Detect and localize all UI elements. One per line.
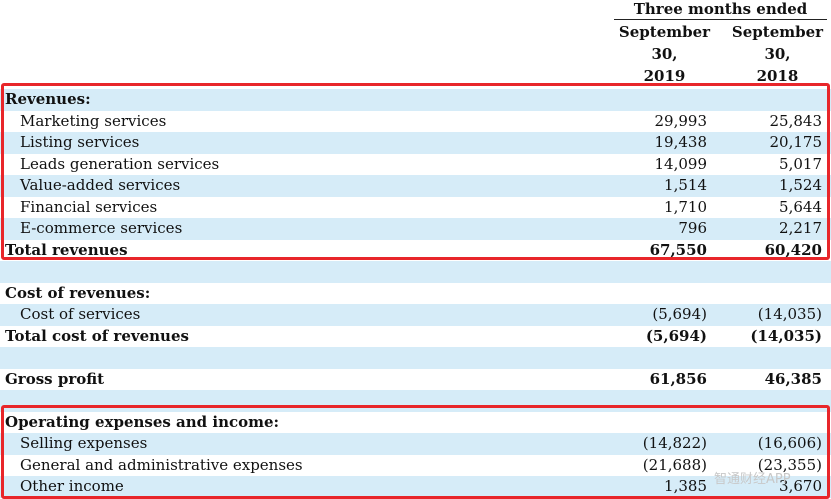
value-2019: 61,856 xyxy=(649,369,707,388)
value-2019: 1,514 xyxy=(664,176,707,194)
value-2018: 1,524 xyxy=(779,176,822,194)
table-row: Selling expenses (14,822) (16,606) xyxy=(0,433,831,455)
column-header-line: September xyxy=(731,23,824,41)
row-label: Cost of services xyxy=(20,305,141,323)
table-row xyxy=(0,261,831,283)
value-2019: 14,099 xyxy=(654,154,708,173)
table-row: E-commerce services 796 2,217 xyxy=(0,218,831,240)
value-2019: (5,694) xyxy=(645,326,707,345)
column-header-2018: September 30, 2018 xyxy=(731,21,824,83)
table-row: Total revenues 67,550 60,420 xyxy=(0,240,831,262)
table-row: Revenues: xyxy=(0,89,831,111)
row-label: Leads generation services xyxy=(20,154,220,173)
period-header: Three months ended xyxy=(614,0,827,20)
value-2018: (16,606) xyxy=(757,434,822,452)
value-2019: 29,993 xyxy=(654,111,708,130)
row-label: General and administrative expenses xyxy=(20,455,303,474)
table-row: Cost of revenues: xyxy=(0,283,831,305)
value-2018: (23,355) xyxy=(757,455,822,474)
row-label: Total cost of revenues xyxy=(5,326,189,345)
table-row: Listing services 19,438 20,175 xyxy=(0,132,831,154)
row-label: Listing services xyxy=(20,133,140,151)
value-2018: (14,035) xyxy=(750,326,822,345)
value-2018: 3,670 xyxy=(779,477,822,495)
value-2018: 5,017 xyxy=(779,154,822,173)
table-row: Leads generation services 14,099 5,017 xyxy=(0,154,831,176)
row-label: Marketing services xyxy=(20,111,167,130)
row-label: Total revenues xyxy=(5,240,128,259)
table-row: Value-added services 1,514 1,524 xyxy=(0,175,831,197)
value-2019: (5,694) xyxy=(652,305,707,323)
row-label: Cost of revenues: xyxy=(5,283,151,302)
table-row: Operating expenses and income: xyxy=(0,412,831,434)
value-2019: (14,822) xyxy=(642,434,707,452)
value-2019: 67,550 xyxy=(649,240,707,259)
column-header-line: September xyxy=(618,23,711,41)
column-header-2019: September 30, 2019 xyxy=(618,21,711,83)
value-2018: 60,420 xyxy=(764,240,822,259)
column-header-line: 2019 xyxy=(643,67,686,83)
value-2018: 2,217 xyxy=(779,219,822,237)
column-header-line: 30, xyxy=(764,45,791,63)
value-2018: 25,843 xyxy=(769,111,823,130)
row-label: Value-added services xyxy=(20,176,181,194)
value-2018: (14,035) xyxy=(757,305,822,323)
value-2019: 19,438 xyxy=(654,133,708,151)
value-2019: 1,385 xyxy=(664,477,707,495)
table-row xyxy=(0,390,831,412)
table-row: Financial services 1,710 5,644 xyxy=(0,197,831,219)
row-label: Revenues: xyxy=(5,90,91,108)
table-row xyxy=(0,347,831,369)
row-label: Operating expenses and income: xyxy=(5,412,280,431)
row-label: E-commerce services xyxy=(20,219,183,237)
value-2019: (21,688) xyxy=(642,455,707,474)
row-label: Gross profit xyxy=(5,369,105,388)
row-label: Other income xyxy=(20,477,124,495)
column-header-line: 2018 xyxy=(756,67,799,83)
value-2018: 20,175 xyxy=(769,133,823,151)
value-2019: 1,710 xyxy=(664,197,707,216)
row-label: Financial services xyxy=(20,197,158,216)
table-row: Other income 1,385 3,670 xyxy=(0,476,831,498)
column-underline xyxy=(731,85,824,86)
value-2018: 46,385 xyxy=(764,369,822,388)
table-row: Gross profit 61,856 46,385 xyxy=(0,369,831,391)
value-2018: 5,644 xyxy=(779,197,822,216)
table-row: Total cost of revenues (5,694) (14,035) xyxy=(0,326,831,348)
column-underline xyxy=(618,85,711,86)
value-2019: 796 xyxy=(678,219,707,237)
table-row: Cost of services (5,694) (14,035) xyxy=(0,304,831,326)
table-row: General and administrative expenses (21,6… xyxy=(0,455,831,477)
watermark: 智通财经APP xyxy=(714,472,791,487)
row-label: Selling expenses xyxy=(20,434,148,452)
table-row: Marketing services 29,993 25,843 xyxy=(0,111,831,133)
column-header-line: 30, xyxy=(651,45,678,63)
